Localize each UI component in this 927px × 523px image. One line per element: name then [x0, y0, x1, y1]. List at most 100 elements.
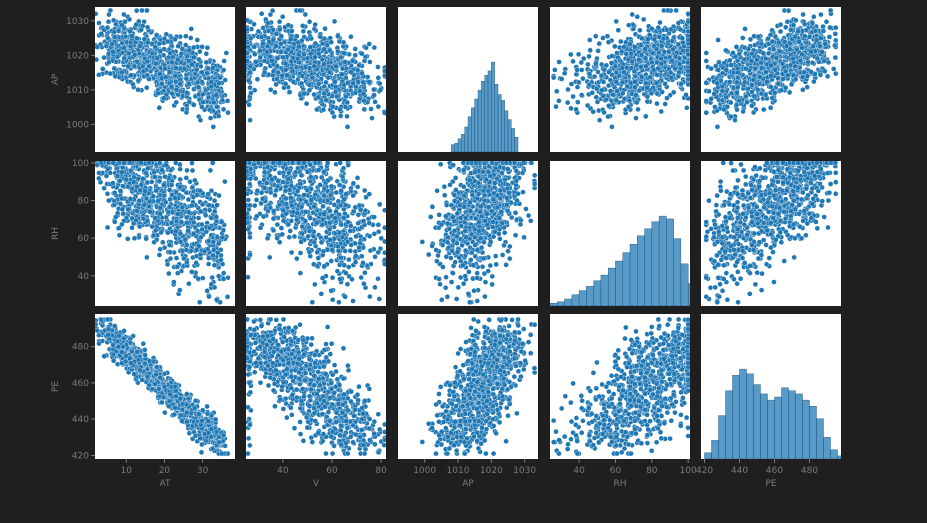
scatter-point — [102, 55, 107, 60]
scatter-point — [163, 200, 168, 205]
scatter-point — [791, 56, 796, 61]
scatter-point — [125, 236, 130, 241]
scatter-point — [614, 79, 619, 84]
scatter-point — [743, 94, 748, 99]
scatter-point — [154, 33, 159, 38]
scatter-point — [359, 71, 364, 76]
histogram-bar — [498, 95, 501, 152]
scatter-point — [283, 81, 288, 86]
scatter-point — [304, 199, 309, 204]
scatter-point — [162, 174, 167, 179]
scatter-point — [130, 34, 135, 39]
scatter-point — [216, 81, 221, 86]
scatter-point — [190, 161, 195, 166]
scatter-point — [759, 91, 764, 96]
scatter-point — [613, 64, 618, 69]
scatter-point — [348, 248, 353, 253]
scatter-point — [157, 41, 162, 46]
scatter-point — [205, 45, 210, 50]
scatter-point — [245, 58, 250, 63]
scatter-point — [179, 219, 184, 224]
scatter-point — [157, 179, 162, 184]
scatter-point — [620, 65, 625, 70]
scatter-point — [149, 179, 154, 184]
scatter-point — [116, 28, 121, 33]
scatter-point — [727, 58, 732, 63]
scatter-point — [566, 87, 571, 92]
scatter-point — [248, 118, 253, 123]
scatter-point — [128, 196, 133, 201]
scatter-point — [175, 212, 180, 217]
scatter-point — [126, 207, 131, 212]
scatter-point — [252, 52, 257, 57]
scatter-point — [571, 59, 576, 64]
scatter-point — [155, 56, 160, 61]
scatter-point — [776, 40, 781, 45]
scatter-point — [271, 37, 276, 42]
scatter-point — [262, 58, 267, 63]
scatter-point — [186, 228, 191, 233]
scatter-point — [818, 12, 823, 17]
scatter-point — [152, 175, 157, 180]
scatter-point — [295, 56, 300, 61]
scatter-point — [190, 168, 195, 173]
scatter-point — [375, 64, 380, 69]
scatter-point — [316, 81, 321, 86]
scatter-point — [575, 85, 580, 90]
scatter-point — [278, 49, 283, 54]
scatter-point — [221, 276, 226, 281]
scatter-point — [685, 60, 690, 65]
scatter-point — [169, 220, 174, 225]
scatter-point — [191, 45, 196, 50]
scatter-point — [142, 202, 147, 207]
scatter-point — [356, 79, 361, 84]
scatter-point — [715, 81, 720, 86]
scatter-point — [290, 69, 295, 74]
scatter-point — [191, 55, 196, 60]
scatter-point — [220, 235, 225, 240]
scatter-point — [811, 14, 816, 19]
scatter-point — [639, 43, 644, 48]
scatter-point — [720, 88, 725, 93]
scatter-point — [734, 44, 739, 49]
scatter-point — [636, 57, 641, 62]
scatter-point — [818, 72, 823, 77]
scatter-point — [252, 22, 257, 27]
scatter-point — [180, 46, 185, 51]
scatter-point — [657, 34, 662, 39]
scatter-point — [599, 73, 604, 78]
scatter-point — [614, 70, 619, 75]
scatter-point — [186, 210, 191, 215]
scatter-point — [735, 90, 740, 95]
scatter-point — [712, 91, 717, 96]
scatter-point — [350, 299, 355, 304]
scatter-point — [327, 48, 332, 53]
scatter-point — [645, 94, 650, 99]
scatter-point — [184, 175, 189, 180]
scatter-point — [376, 222, 381, 227]
scatter-point — [329, 40, 334, 45]
scatter-point — [310, 75, 315, 80]
scatter-point — [165, 39, 170, 44]
scatter-point — [346, 257, 351, 262]
scatter-point — [211, 100, 216, 105]
scatter-point — [271, 69, 276, 74]
scatter-point — [194, 67, 199, 72]
scatter-point — [147, 77, 152, 82]
scatter-point — [355, 184, 360, 189]
scatter-point — [286, 23, 291, 28]
scatter-point — [744, 100, 749, 105]
scatter-point — [568, 52, 573, 57]
scatter-point — [674, 8, 679, 13]
scatter-point — [369, 116, 374, 121]
scatter-point — [289, 59, 294, 64]
scatter-point — [333, 89, 338, 94]
scatter-point — [821, 24, 826, 29]
scatter-point — [245, 27, 250, 32]
scatter-point — [284, 73, 289, 78]
scatter-point — [668, 70, 673, 75]
scatter-point — [211, 124, 216, 129]
scatter-point — [196, 85, 201, 90]
scatter-point — [178, 184, 183, 189]
scatter-point — [212, 198, 217, 203]
